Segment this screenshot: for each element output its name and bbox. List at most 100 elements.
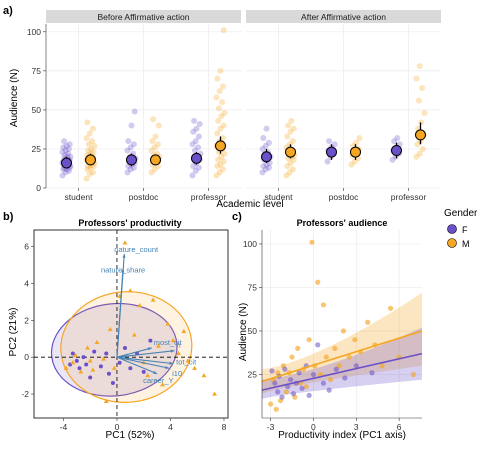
data-point	[387, 305, 394, 311]
data-point	[333, 366, 339, 372]
data-point	[340, 328, 347, 334]
arrow-label: nature_share	[101, 266, 145, 275]
data-point	[215, 156, 222, 163]
data-point	[262, 166, 269, 173]
data-point	[260, 163, 267, 170]
plot-frame	[33, 229, 229, 419]
arrow-label: nature_count	[114, 245, 159, 254]
y-tick-label: 4	[24, 278, 29, 288]
data-point	[127, 166, 134, 173]
data-point	[65, 145, 72, 152]
data-point	[279, 394, 285, 400]
panel-b-title: Professors' productivity	[78, 218, 181, 228]
data-point	[267, 401, 274, 407]
data-point	[59, 149, 66, 156]
y-tick-label: 100	[27, 27, 41, 37]
data-point	[212, 391, 218, 396]
data-point	[65, 167, 72, 174]
data-point	[331, 141, 338, 148]
data-point	[201, 373, 207, 378]
x-tick-label: 0	[311, 422, 316, 432]
data-point	[219, 99, 226, 106]
data-point	[70, 351, 75, 356]
data-point	[290, 125, 297, 132]
data-point	[89, 138, 96, 145]
data-point	[63, 142, 70, 149]
panel-c-ylabel: Audience (N)	[238, 303, 249, 361]
data-point	[369, 370, 375, 376]
arrow-head	[165, 365, 170, 369]
data-point	[215, 117, 222, 124]
data-point	[77, 366, 82, 371]
data-point	[332, 345, 338, 351]
data-point	[128, 122, 135, 129]
y-tick-label: 0	[36, 183, 41, 193]
y-tick-label: 2	[24, 315, 29, 325]
data-point	[299, 385, 305, 392]
data-point	[220, 27, 227, 34]
data-point	[110, 380, 115, 385]
data-point	[81, 355, 86, 360]
data-point	[101, 356, 106, 361]
data-point	[130, 141, 137, 148]
data-point	[73, 352, 78, 357]
data-point	[289, 166, 296, 173]
y-tick-label: 50	[248, 326, 258, 336]
data-point	[218, 153, 225, 160]
data-point	[70, 360, 76, 365]
data-point	[285, 122, 292, 129]
data-point	[284, 163, 291, 170]
data-point	[273, 406, 279, 412]
trend-line	[261, 352, 423, 391]
data-point	[353, 139, 360, 146]
data-point	[275, 389, 281, 395]
data-point	[78, 369, 84, 374]
data-point	[310, 371, 317, 378]
data-point	[106, 371, 111, 376]
data-point	[145, 373, 151, 378]
y-tick-label: 25	[248, 369, 258, 379]
mean-point	[61, 157, 72, 169]
data-point	[320, 302, 327, 308]
data-point	[66, 141, 73, 148]
legend-swatch-f	[447, 224, 457, 234]
data-point	[289, 138, 296, 145]
mean-point	[415, 129, 426, 141]
x-tick-label: -4	[60, 422, 68, 432]
data-point	[342, 375, 348, 381]
data-point	[65, 150, 72, 157]
arrow-head	[169, 361, 174, 365]
loading-arrow	[116, 356, 170, 369]
data-point	[189, 172, 196, 179]
data-point	[220, 158, 227, 165]
data-point	[61, 152, 68, 159]
arrow-head	[121, 268, 125, 273]
facet-strip-label: Before Affirmative action	[98, 12, 190, 22]
panel-label-c: c)	[232, 211, 242, 223]
y-tick-label: 75	[32, 66, 42, 76]
data-point	[287, 128, 294, 135]
data-point	[351, 158, 358, 165]
mean-point	[261, 151, 272, 163]
data-point	[124, 147, 131, 154]
data-point	[62, 147, 69, 154]
data-point	[87, 358, 93, 363]
facet-strip	[246, 10, 441, 23]
data-point	[213, 172, 220, 179]
data-point	[83, 135, 90, 142]
data-point	[148, 169, 155, 176]
data-point	[193, 125, 200, 132]
data-point	[336, 363, 342, 369]
data-point	[410, 371, 417, 378]
mean-point	[391, 145, 402, 157]
arrow-label: career_Y	[143, 376, 173, 385]
data-point	[91, 142, 98, 149]
data-point	[272, 380, 278, 386]
data-point	[154, 141, 161, 148]
panel-a: Before Affirmative action student postdoc p…	[27, 10, 441, 202]
data-point	[217, 125, 224, 132]
data-point	[389, 156, 396, 163]
data-point	[90, 367, 96, 372]
panel-b-xlabel: PC1 (52%)	[106, 430, 155, 441]
